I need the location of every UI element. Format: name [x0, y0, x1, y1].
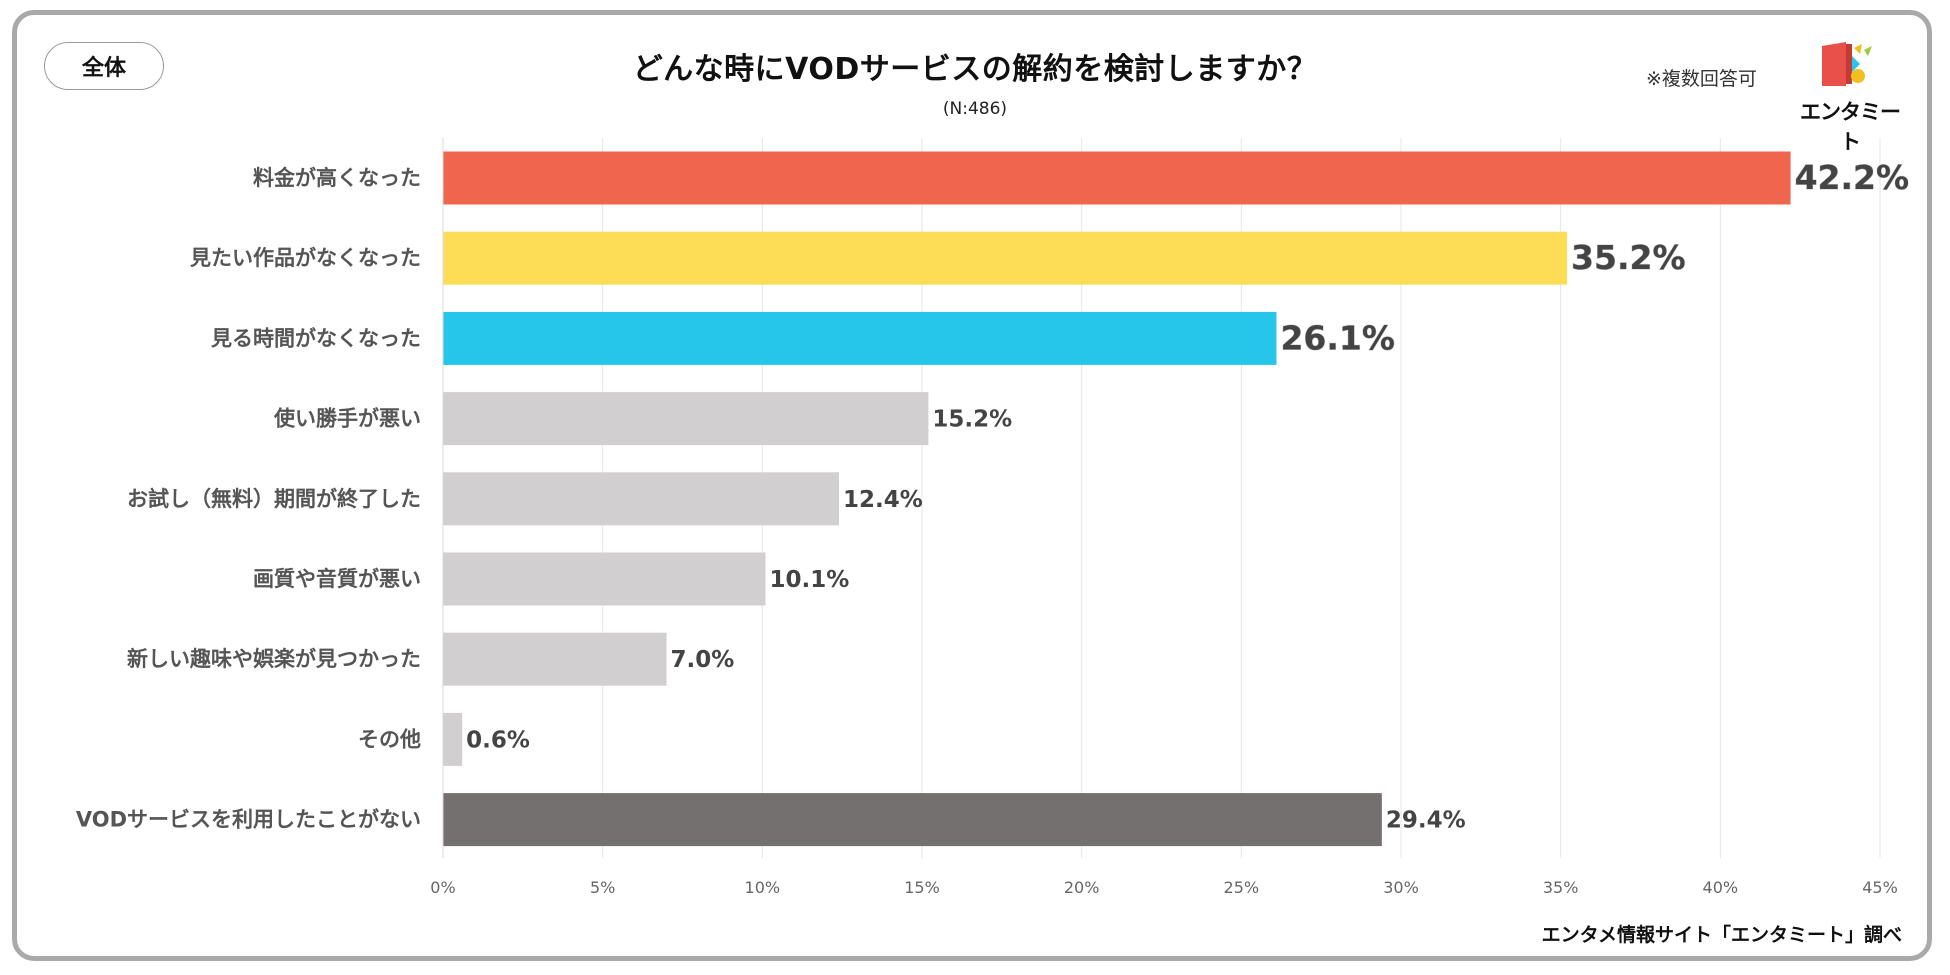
value-label: 7.0%	[671, 647, 735, 673]
source-credit: エンタメ情報サイト「エンタミート」調べ	[1541, 924, 1902, 946]
category-label: 料金が高くなった	[253, 166, 421, 190]
entameet-logo-icon	[1822, 42, 1872, 86]
category-label: お試し（無料）期間が終了した	[127, 487, 421, 511]
bar	[443, 793, 1382, 847]
chart-subtitle: (N:486)	[942, 99, 1008, 119]
x-tick-label: 40%	[1703, 878, 1739, 897]
value-label: 29.4%	[1386, 808, 1466, 834]
value-label: 42.2%	[1795, 158, 1910, 197]
chart-title: どんな時にVODサービスの解約を検討しますか？	[632, 52, 1318, 87]
category-label: 使い勝手が悪い	[273, 407, 421, 431]
category-label: VODサービスを利用したことがない	[76, 808, 421, 832]
bar	[443, 552, 766, 606]
x-tick-label: 45%	[1862, 878, 1898, 897]
bar	[443, 392, 929, 446]
logo-arrow-blue	[1852, 56, 1860, 72]
logo-spark-yellow	[1854, 44, 1862, 54]
bar	[443, 311, 1277, 365]
x-tick-label: 25%	[1224, 878, 1260, 897]
category-label: 新しい趣味や娯楽が見つかった	[127, 647, 421, 671]
logo-wordmark: エンタミート	[1800, 100, 1901, 154]
logo-spark-green	[1864, 46, 1872, 56]
x-tick-label: 30%	[1383, 878, 1419, 897]
logo-dot-yellow	[1851, 69, 1865, 83]
x-tick-label: 20%	[1064, 878, 1100, 897]
x-tick-label: 10%	[745, 878, 781, 897]
logo-door-side	[1846, 44, 1852, 84]
category-label: 見たい作品がなくなった	[190, 246, 421, 270]
value-label: 12.4%	[843, 487, 923, 513]
value-label: 15.2%	[932, 407, 1012, 433]
logo-door-shape	[1822, 42, 1846, 86]
multiple-answer-note: ※複数回答可	[1646, 68, 1757, 90]
scope-badge: 全体	[44, 42, 164, 90]
x-tick-label: 15%	[904, 878, 940, 897]
bar	[443, 151, 1791, 205]
category-label: その他	[358, 727, 421, 751]
value-label: 0.6%	[466, 727, 530, 753]
x-tick-label: 35%	[1543, 878, 1579, 897]
category-label: 画質や音質が悪い	[253, 567, 421, 591]
x-tick-label: 0%	[430, 878, 455, 897]
value-label: 10.1%	[770, 567, 850, 593]
x-tick-label: 5%	[590, 878, 615, 897]
bar	[443, 231, 1568, 285]
bar	[443, 712, 463, 766]
bar	[443, 472, 839, 526]
bar	[443, 632, 667, 686]
value-label: 35.2%	[1571, 238, 1686, 277]
value-label: 26.1%	[1280, 318, 1395, 357]
category-label: 見る時間がなくなった	[211, 326, 421, 350]
